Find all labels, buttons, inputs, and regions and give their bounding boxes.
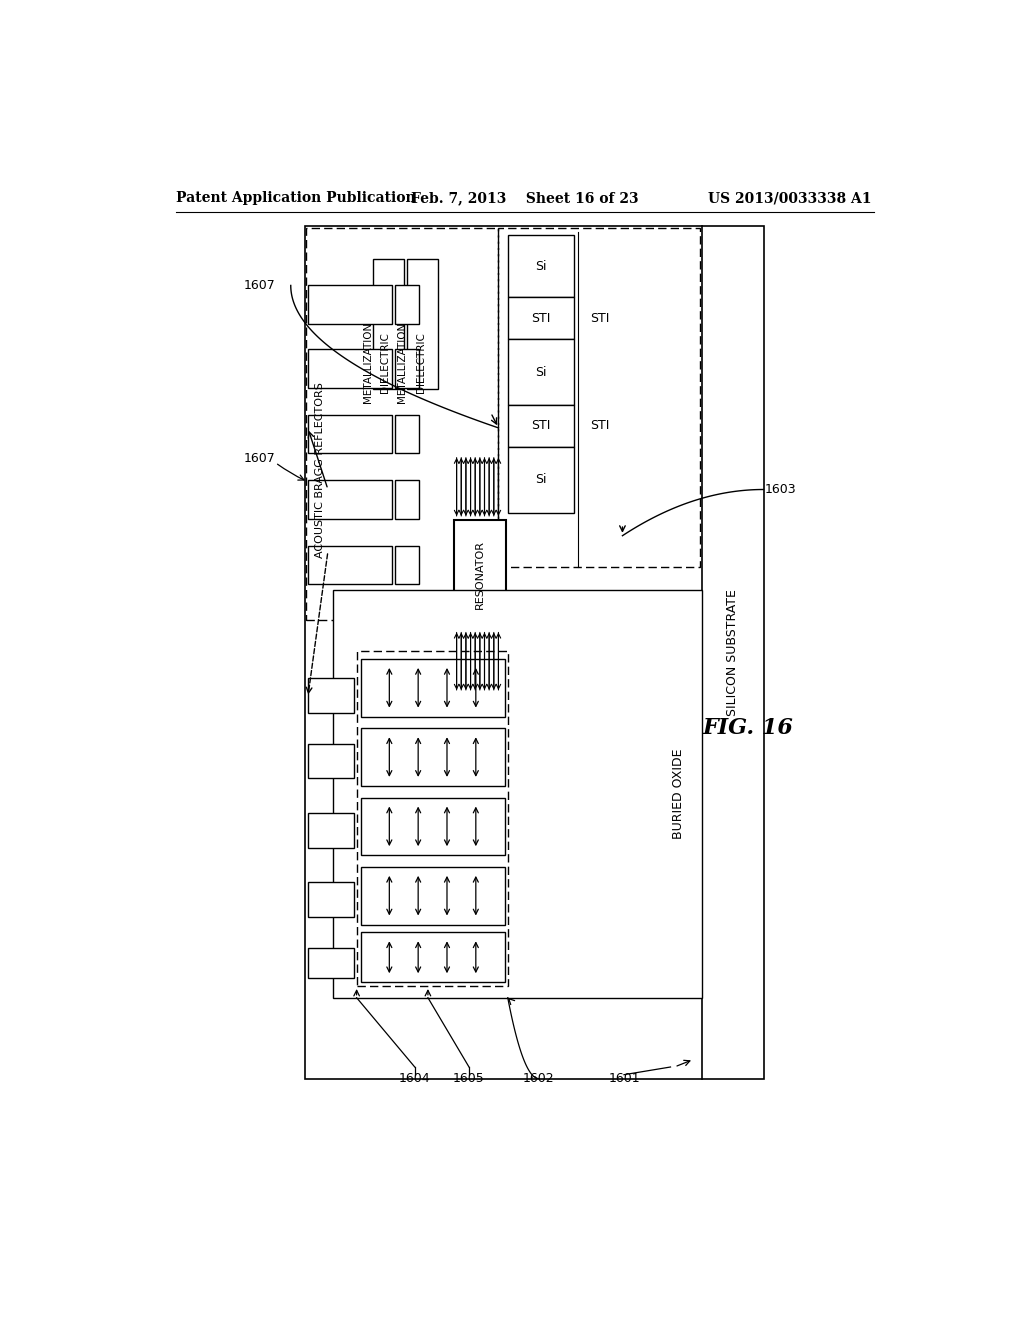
Bar	[395, 545, 419, 585]
Text: STI: STI	[590, 312, 609, 325]
Bar	[308, 743, 354, 779]
Bar	[356, 651, 508, 986]
Bar	[508, 297, 573, 339]
Text: BURIED OXIDE: BURIED OXIDE	[672, 748, 685, 840]
Bar	[308, 813, 354, 847]
Bar	[334, 590, 701, 998]
Bar	[308, 948, 354, 978]
Bar	[395, 480, 419, 519]
Text: STI: STI	[531, 420, 550, 433]
Text: STI: STI	[531, 312, 550, 325]
Bar	[499, 227, 700, 566]
Bar	[308, 678, 354, 713]
Text: Si: Si	[535, 260, 547, 273]
Bar	[508, 339, 573, 405]
Bar	[306, 228, 498, 620]
Text: 1601: 1601	[608, 1072, 640, 1085]
Text: 1607: 1607	[244, 453, 275, 465]
Text: Si: Si	[535, 366, 547, 379]
Bar	[308, 285, 391, 323]
Bar	[308, 545, 391, 585]
Text: 1607: 1607	[244, 279, 275, 292]
Bar	[308, 882, 354, 917]
Bar	[508, 447, 573, 512]
Text: Patent Application Publication: Patent Application Publication	[176, 191, 416, 206]
Bar	[360, 932, 505, 982]
Text: 1605: 1605	[454, 1072, 485, 1085]
Bar	[308, 480, 391, 519]
Text: STI: STI	[590, 420, 609, 433]
Bar	[360, 659, 505, 717]
Text: 1604: 1604	[399, 1072, 430, 1085]
Text: RESONATOR: RESONATOR	[475, 540, 484, 609]
Bar	[373, 259, 403, 389]
Bar	[407, 259, 438, 389]
Text: DIELECTRIC: DIELECTRIC	[416, 333, 426, 393]
Text: METALLIZATION: METALLIZATION	[364, 322, 374, 403]
Bar	[395, 350, 419, 388]
Text: Feb. 7, 2013    Sheet 16 of 23: Feb. 7, 2013 Sheet 16 of 23	[411, 191, 639, 206]
Bar	[454, 520, 506, 628]
Text: SILICON SUBSTRATE: SILICON SUBSTRATE	[726, 589, 739, 715]
Bar	[395, 285, 419, 323]
Text: 1602: 1602	[523, 1072, 555, 1085]
Text: 1603: 1603	[765, 483, 797, 496]
Text: DIELECTRIC: DIELECTRIC	[380, 333, 390, 393]
Bar	[360, 867, 505, 924]
Bar	[308, 414, 391, 453]
Text: METALLIZATION: METALLIZATION	[397, 322, 408, 403]
Text: US 2013/0033338 A1: US 2013/0033338 A1	[709, 191, 872, 206]
Bar	[508, 405, 573, 447]
Bar	[308, 350, 391, 388]
Bar	[508, 235, 573, 297]
Text: Si: Si	[535, 474, 547, 486]
Bar	[395, 414, 419, 453]
Text: FIG. 16: FIG. 16	[702, 717, 794, 739]
Bar	[360, 729, 505, 785]
Bar	[305, 226, 764, 1078]
Bar	[360, 797, 505, 855]
Text: ACOUSTIC BRAGG REFLECTORS: ACOUSTIC BRAGG REFLECTORS	[315, 383, 326, 558]
